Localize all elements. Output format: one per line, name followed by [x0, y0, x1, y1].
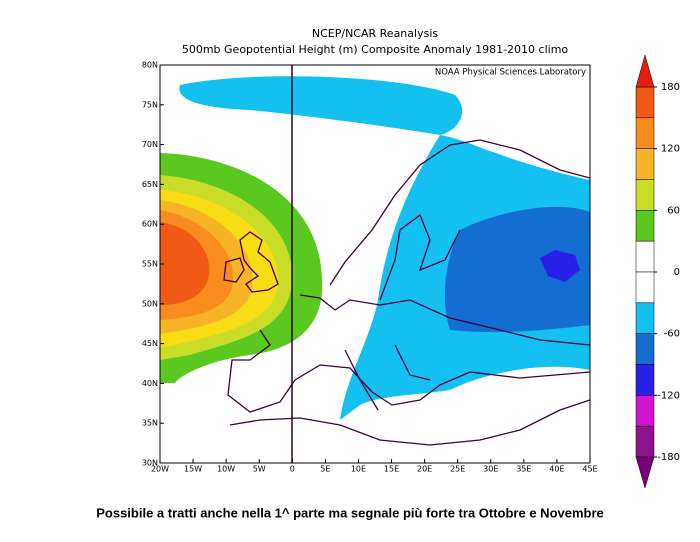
colorbar-segment	[635, 117, 655, 149]
lat-label: 65N	[142, 180, 158, 189]
lat-label: 75N	[142, 100, 158, 109]
lon-label: 5E	[320, 465, 330, 474]
colorbar-label: -60	[664, 329, 680, 340]
lat-label: 35N	[142, 419, 158, 428]
lon-label: 15E	[384, 465, 399, 474]
title: NCEP/NCAR Reanalysis	[312, 27, 438, 40]
map	[160, 65, 590, 463]
colorbar-segment	[635, 271, 655, 304]
lat-label: 50N	[142, 299, 158, 308]
colorbar-segment	[635, 210, 655, 242]
lon-label: 35E	[516, 465, 531, 474]
lat-label: 45N	[142, 339, 158, 348]
credit-box	[403, 66, 589, 78]
colorbar-label: 180	[661, 82, 680, 93]
colorbar-label: 60	[667, 205, 680, 216]
lon-label: 0	[290, 465, 295, 474]
lat-label: 80N	[142, 61, 158, 70]
lon-label: 45E	[582, 465, 597, 474]
subtitle: 500mb Geopotential Height (m) Composite …	[182, 43, 569, 56]
colorbar-segment	[635, 148, 655, 180]
lat-label: 60N	[142, 220, 158, 229]
colorbar-segment	[635, 395, 655, 427]
colorbar-label: 120	[661, 144, 680, 155]
caption: Possibile a tratti anche nella 1^ parte …	[96, 505, 604, 520]
colorbar-segment	[635, 302, 655, 334]
colorbar-segment	[635, 333, 655, 365]
lon-label: 20W	[151, 465, 169, 474]
lon-label: 10W	[217, 465, 235, 474]
colorbar-under	[635, 456, 655, 489]
credit: NOAA Physical Sciences Laboratory	[435, 68, 586, 78]
lon-label: 10E	[351, 465, 366, 474]
lat-label: 70N	[142, 140, 158, 149]
colorbar-segment	[635, 240, 655, 273]
colorbar-segment	[635, 179, 655, 211]
colorbar-label: -180	[657, 452, 680, 463]
colorbar-over	[635, 54, 655, 88]
colorbar-segment	[635, 86, 655, 119]
lat-label: 40N	[142, 379, 158, 388]
lon-label: 15W	[184, 465, 202, 474]
lon-label: 5W	[253, 465, 266, 474]
colorbar-segment	[635, 364, 655, 396]
colorbar-segment	[635, 425, 655, 458]
lon-label: 40E	[549, 465, 564, 474]
lon-label: 25E	[450, 465, 465, 474]
lat-label: 55N	[142, 260, 158, 269]
lat-label: 30N	[142, 459, 158, 468]
colorbar-label: 0	[674, 267, 680, 278]
lon-label: 30E	[483, 465, 498, 474]
colorbar-label: -120	[657, 390, 680, 401]
lon-label: 20E	[417, 465, 432, 474]
